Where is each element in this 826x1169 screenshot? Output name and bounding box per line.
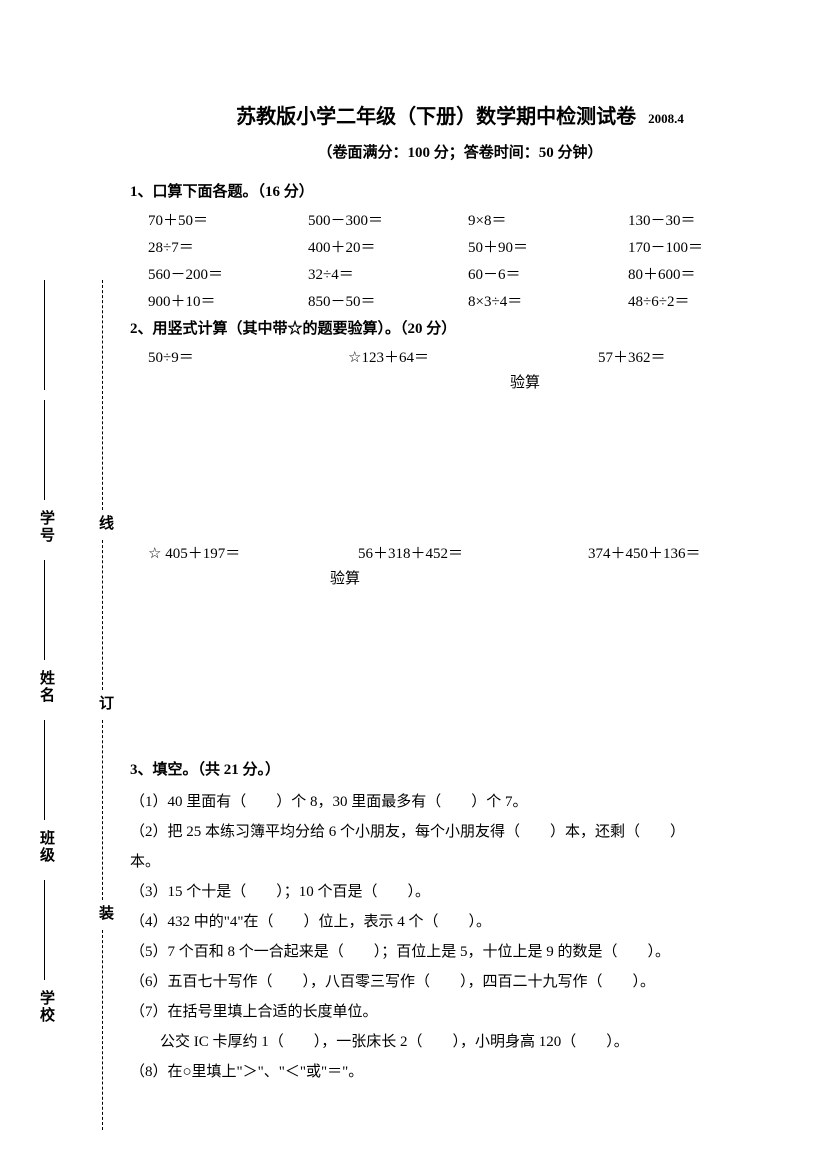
label-school: 学校 xyxy=(36,990,57,1024)
calc-cell: 170－100＝ xyxy=(628,236,788,257)
calc-cell: 900＋10＝ xyxy=(148,290,308,311)
fill-line: （5）7 个百和 8 个一合起来是（ ）；百位上是 5，十位上是 9 的数是（ … xyxy=(130,937,790,967)
calc-cell: ☆123＋64＝ xyxy=(348,346,598,367)
calc-cell: 9×8＝ xyxy=(468,209,628,230)
calc-cell: 28÷7＝ xyxy=(148,236,308,257)
section3-header: 3、填空。（共 21 分。） xyxy=(130,758,790,779)
calc-cell: 56＋318＋452＝ xyxy=(358,542,588,563)
verify-label: 验算 xyxy=(510,371,790,392)
label-zhuang: 装 xyxy=(95,905,116,922)
fill-line: 公交 IC 卡厚约 1（ ），一张床长 2（ ），小明身高 120（ ）。 xyxy=(130,1027,790,1057)
label-name: 姓名 xyxy=(36,670,57,704)
calc-grid: 70＋50＝ 500－300＝ 9×8＝ 130－30＝ 28÷7＝ 400＋2… xyxy=(148,209,790,311)
calc-cell: 130－30＝ xyxy=(628,209,788,230)
calc-cell: 8×3÷4＝ xyxy=(468,290,628,311)
vertical-row2: ☆ 405＋197＝ 56＋318＋452＝ 374＋450＋136＝ xyxy=(148,542,790,563)
title-line: 苏教版小学二年级（下册）数学期中检测试卷 2008.4 xyxy=(130,100,790,129)
calc-cell: 500－300＝ xyxy=(308,209,468,230)
vertical-row1: 50÷9＝ ☆123＋64＝ 57＋362＝ xyxy=(148,346,790,367)
section2-header: 2、用竖式计算（其中带☆的题要验算）。（20 分） xyxy=(130,317,790,338)
vline xyxy=(44,400,45,500)
fill-line: （2）把 25 本练习簿平均分给 6 个小朋友，每个小朋友得（ ）本，还剩（ ） xyxy=(130,817,790,847)
dashed-line xyxy=(102,930,103,1130)
fill-line: （1）40 里面有（ ）个 8，30 里面最多有（ ）个 7。 xyxy=(130,787,790,817)
fill-line: （4）432 中的"4"在（ ）位上，表示 4 个（ ）。 xyxy=(130,907,790,937)
label-id: 学号 xyxy=(36,510,57,544)
verify-label: 验算 xyxy=(330,567,790,588)
date-suffix: 2008.4 xyxy=(648,111,684,126)
calc-cell: 70＋50＝ xyxy=(148,209,308,230)
subtitle: （卷面满分：100 分；答卷时间：50 分钟） xyxy=(130,141,790,162)
calc-cell: 80＋600＝ xyxy=(628,263,788,284)
fill-line: （7）在括号里填上合适的长度单位。 xyxy=(130,997,790,1027)
calc-cell: ☆ 405＋197＝ xyxy=(148,542,358,563)
label-xian: 线 xyxy=(95,515,116,532)
calc-cell: 560－200＝ xyxy=(148,263,308,284)
calc-cell: 32÷4＝ xyxy=(308,263,468,284)
calc-cell: 374＋450＋136＝ xyxy=(588,542,788,563)
fill-line: 本。 xyxy=(130,847,790,877)
fill-line: （6）五百七十写作（ ），八百零三写作（ ），四百二十九写作（ ）。 xyxy=(130,967,790,997)
calc-cell: 50÷9＝ xyxy=(148,346,348,367)
label-ding: 订 xyxy=(95,695,116,712)
calc-cell: 50＋90＝ xyxy=(468,236,628,257)
dashed-line xyxy=(102,540,103,690)
fill-line: （3）15 个十是（ ）；10 个百是（ ）。 xyxy=(130,877,790,907)
binding-margin: 学校 班级 姓名 学号 线 订 装 xyxy=(0,0,108,1169)
calc-cell: 57＋362＝ xyxy=(598,346,778,367)
calc-cell: 60－6＝ xyxy=(468,263,628,284)
main-title: 苏教版小学二年级（下册）数学期中检测试卷 xyxy=(236,106,636,128)
dashed-line xyxy=(102,280,103,510)
vline xyxy=(44,280,45,390)
vline xyxy=(44,560,45,660)
fill-line: （8）在○里填上"＞"、"＜"或"＝"。 xyxy=(130,1057,790,1087)
calc-cell: 400＋20＝ xyxy=(308,236,468,257)
section1-header: 1、口算下面各题。（16 分） xyxy=(130,180,790,201)
label-class: 班级 xyxy=(36,830,57,864)
vline xyxy=(44,880,45,980)
vline xyxy=(44,720,45,820)
calc-cell: 850－50＝ xyxy=(308,290,468,311)
calc-cell: 48÷6÷2＝ xyxy=(628,290,788,311)
dashed-line xyxy=(102,720,103,900)
page-content: 苏教版小学二年级（下册）数学期中检测试卷 2008.4 （卷面满分：100 分；… xyxy=(130,100,790,1087)
